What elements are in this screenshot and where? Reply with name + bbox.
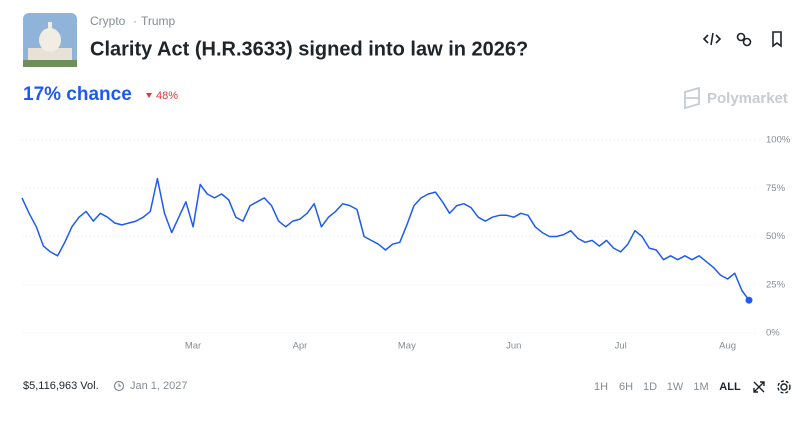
separator: · [133, 14, 137, 28]
settings-icons[interactable] [753, 380, 791, 394]
x-tick-label: Aug [719, 341, 736, 352]
volume: $5,116,963 Vol. [23, 380, 99, 392]
brand: Polymarket [707, 90, 788, 107]
range-buttons: 1H 6H 1D 1W 1M ALL [594, 381, 741, 393]
range-button[interactable]: 1D [643, 381, 657, 393]
breadcrumb[interactable]: Trump [141, 14, 176, 28]
range-button[interactable]: 1M [693, 381, 708, 393]
market-image [23, 13, 77, 67]
breadcrumb[interactable]: Crypto [90, 14, 126, 28]
x-tick-label: Apr [293, 341, 308, 352]
x-tick-label: Jul [615, 341, 627, 352]
price-line [21, 177, 750, 301]
plot: 0% 25% 50% 75% 100% Mar Apr May Jun Jul Aug [21, 135, 791, 352]
change: 48% [156, 90, 178, 102]
market-title: Clarity Act (H.R.3633) signed into law i… [90, 38, 528, 60]
chance: 17% chance [23, 84, 132, 105]
range-button[interactable]: ALL [719, 381, 741, 393]
last-point [745, 296, 753, 304]
range-button[interactable]: 1W [667, 381, 684, 393]
y-tick-label: 0% [766, 328, 780, 339]
end-date: Jan 1, 2027 [130, 380, 188, 392]
range-button[interactable]: 6H [619, 381, 633, 393]
y-tick-label: 100% [766, 135, 791, 146]
x-tick-label: Mar [185, 341, 201, 352]
x-tick-label: May [398, 341, 416, 352]
brand-logo [684, 86, 700, 110]
y-tick-label: 75% [766, 183, 786, 194]
x-tick-label: Jun [506, 341, 521, 352]
y-tick-label: 25% [766, 279, 786, 290]
range-button[interactable]: 1H [594, 381, 608, 393]
clock-icon [113, 380, 125, 392]
down-arrow [146, 93, 152, 98]
y-tick-label: 50% [766, 231, 786, 242]
action-icons[interactable] [702, 31, 782, 48]
